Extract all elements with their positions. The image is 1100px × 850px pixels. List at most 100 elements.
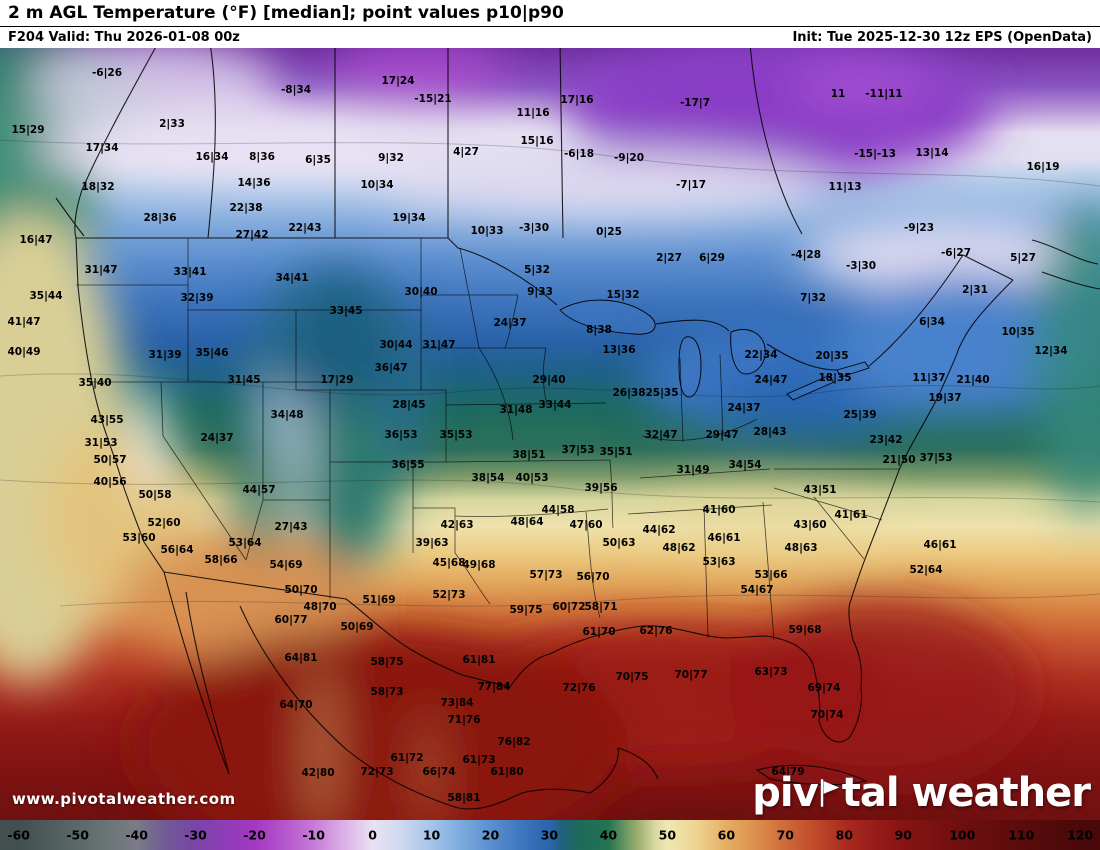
point-value: 27|43 xyxy=(274,520,308,533)
point-value: 58|81 xyxy=(447,791,481,804)
point-value: 11 xyxy=(830,87,846,100)
point-value: 53|63 xyxy=(702,555,736,568)
point-value: 58|73 xyxy=(370,685,404,698)
page-title: 2 m AGL Temperature (°F) [median]; point… xyxy=(0,0,1100,27)
point-value: 31|48 xyxy=(499,403,533,416)
point-value: -7|17 xyxy=(675,178,707,191)
point-value: 14|36 xyxy=(237,176,271,189)
point-value: 19|37 xyxy=(928,391,962,404)
point-value: 64|79 xyxy=(771,765,805,778)
point-value: 4|27 xyxy=(453,145,479,158)
point-value: 11|13 xyxy=(828,180,862,193)
great-lakes xyxy=(559,299,870,401)
colorbar-tick: 10 xyxy=(422,827,441,843)
point-value: 48|62 xyxy=(662,541,696,554)
point-value: -4|28 xyxy=(790,248,822,261)
point-value: -11|11 xyxy=(865,87,903,100)
point-value: 34|48 xyxy=(270,408,304,421)
point-value: 70|75 xyxy=(615,670,649,683)
point-value: 50|69 xyxy=(340,620,374,633)
point-value: 6|35 xyxy=(305,153,331,166)
point-value: -6|26 xyxy=(91,66,123,79)
point-value: 17|16 xyxy=(560,93,594,106)
point-value: -15|-13 xyxy=(854,147,896,160)
point-value: 9|32 xyxy=(378,151,404,164)
point-value: 69|74 xyxy=(807,681,841,694)
point-value: 48|64 xyxy=(510,515,544,528)
point-value: -3|30 xyxy=(845,259,877,272)
map-canvas[interactable]: -6|26 -8|34 17|24 -15|21 11|16 17|16 -17|7 11 -1… xyxy=(0,48,1100,820)
header: 2 m AGL Temperature (°F) [median]; point… xyxy=(0,0,1100,48)
point-value: 52|60 xyxy=(147,516,181,529)
point-value: 18|35 xyxy=(818,371,852,384)
point-value: 17|29 xyxy=(320,373,354,386)
point-value: 19|34 xyxy=(392,211,426,224)
colorbar-tick: -30 xyxy=(184,827,207,843)
point-value: 13|36 xyxy=(602,343,636,356)
point-value: 35|51 xyxy=(599,445,633,458)
point-value: 41|60 xyxy=(702,503,736,516)
point-value: 53|60 xyxy=(122,531,156,544)
brand-text-left: piv xyxy=(752,770,818,816)
point-value: -17|7 xyxy=(679,96,711,109)
temperature-blobs xyxy=(0,48,1100,820)
colorbar-tick: 110 xyxy=(1008,827,1035,843)
point-value: 31|53 xyxy=(84,436,118,449)
point-value: 36|53 xyxy=(384,428,418,441)
point-value: 30|40 xyxy=(404,285,438,298)
point-value: 50|57 xyxy=(93,453,127,466)
point-value: 29|40 xyxy=(532,373,566,386)
point-value: 73|84 xyxy=(440,696,474,709)
colorbar: -60 -50 -40 -30 -20 -10 0 10 20 30 40 50 60 70 80 90 100… xyxy=(0,820,1100,850)
point-value: 53|66 xyxy=(754,568,788,581)
point-value: 9|33 xyxy=(527,285,553,298)
point-value: 8|38 xyxy=(586,323,612,336)
point-value: 33|45 xyxy=(329,304,363,317)
point-value: 66|74 xyxy=(422,765,456,778)
contour-lines xyxy=(0,139,1100,607)
point-value: 31|47 xyxy=(84,263,118,276)
point-value: 37|53 xyxy=(561,443,595,456)
point-value: 60|77 xyxy=(274,613,308,626)
point-value: 43|60 xyxy=(793,518,827,531)
point-value: 29|47 xyxy=(705,428,739,441)
colorbar-tick: 90 xyxy=(894,827,913,843)
point-value: 61|72 xyxy=(390,751,424,764)
point-value: 46|61 xyxy=(707,531,741,544)
point-value: 38|54 xyxy=(471,471,505,484)
point-value: 50|58 xyxy=(138,488,172,501)
point-value: 2|33 xyxy=(159,117,185,130)
point-value: 39|56 xyxy=(584,481,618,494)
point-value: 2|31 xyxy=(962,283,988,296)
point-value: 40|53 xyxy=(515,471,549,484)
point-value: 63|73 xyxy=(754,665,788,678)
point-value: 7|32 xyxy=(800,291,826,304)
point-value: 22|38 xyxy=(229,201,263,214)
point-value: 2|27 xyxy=(656,251,682,264)
point-value: 39|63 xyxy=(415,536,449,549)
point-value: 17|34 xyxy=(85,141,119,154)
point-value: 6|34 xyxy=(919,315,945,328)
point-value: 24|37 xyxy=(493,316,527,329)
point-value: 56|70 xyxy=(576,570,610,583)
point-value: 53|64 xyxy=(228,536,262,549)
init-time-text: Init: Tue 2025-12-30 12z EPS (OpenData) xyxy=(792,29,1092,45)
point-value: 50|70 xyxy=(284,583,318,596)
point-value: 10|34 xyxy=(360,178,394,191)
point-value: 22|34 xyxy=(744,348,778,361)
point-value: 16|34 xyxy=(195,150,229,163)
point-value: 20|35 xyxy=(815,349,849,362)
point-value: 24|37 xyxy=(200,431,234,444)
point-value: 31|39 xyxy=(148,348,182,361)
point-value: 54|69 xyxy=(269,558,303,571)
colorbar-tick: -50 xyxy=(66,827,89,843)
point-value: 21|40 xyxy=(956,373,990,386)
point-value: 36|47 xyxy=(374,361,408,374)
point-value: -15|21 xyxy=(414,92,452,105)
point-value: 16|19 xyxy=(1026,160,1060,173)
point-value: 44|57 xyxy=(242,483,276,496)
point-value: 32|47 xyxy=(644,428,678,441)
point-value: 40|49 xyxy=(7,345,41,358)
point-value: 58|66 xyxy=(204,553,238,566)
point-value: 57|73 xyxy=(529,568,563,581)
